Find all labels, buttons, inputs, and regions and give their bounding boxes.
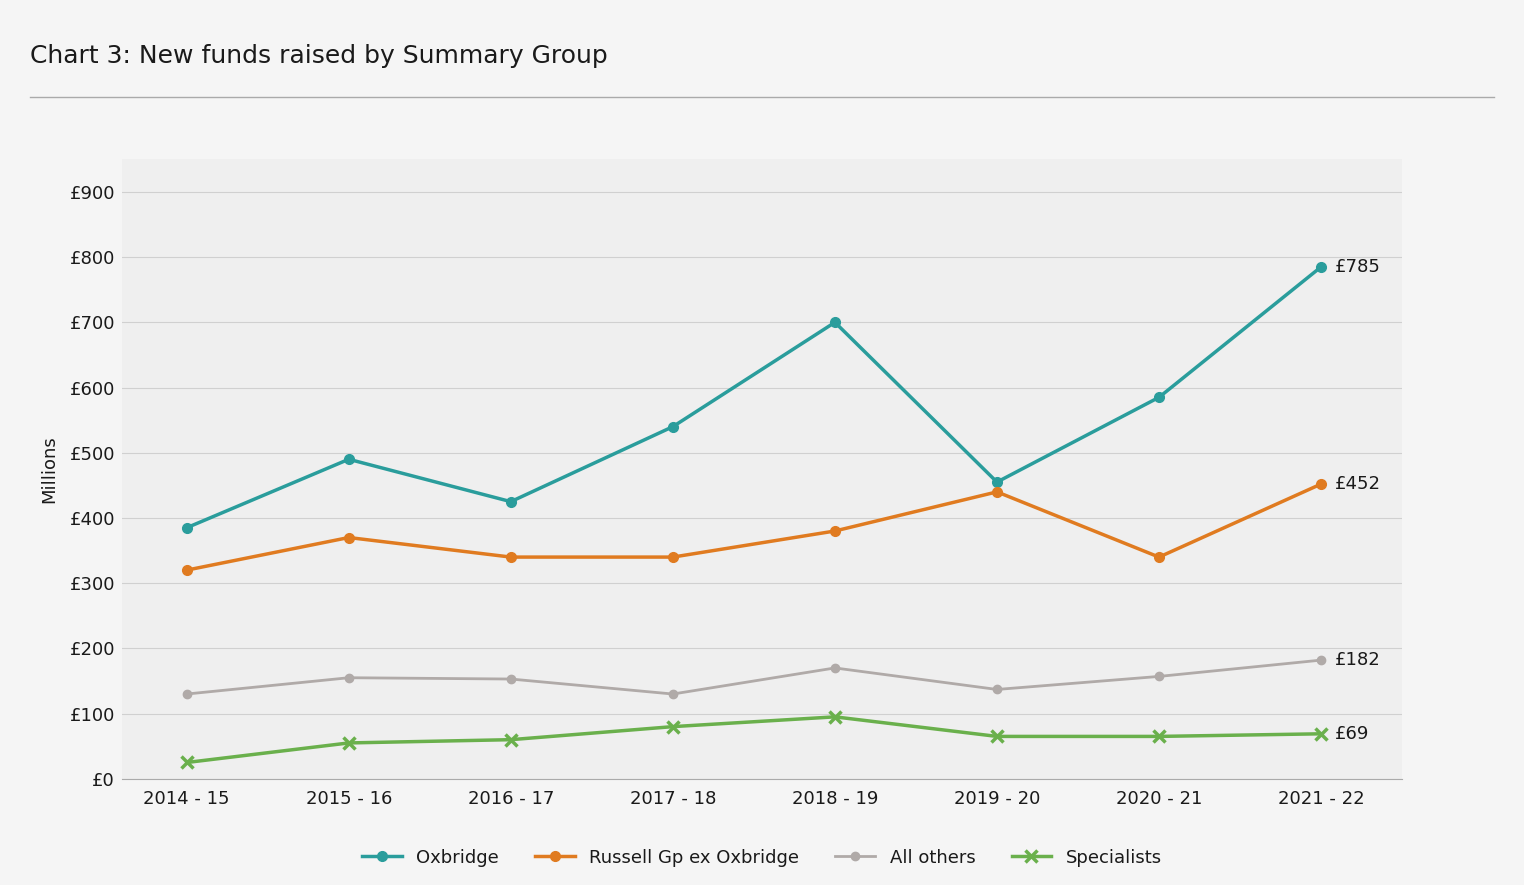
Oxbridge xyxy=(501,496,520,507)
Text: Chart 3: New funds raised by Summary Group: Chart 3: New funds raised by Summary Gro… xyxy=(30,44,608,68)
All others xyxy=(340,673,358,683)
Oxbridge xyxy=(340,454,358,465)
Specialists xyxy=(988,731,1006,742)
Y-axis label: Millions: Millions xyxy=(40,435,58,503)
Oxbridge xyxy=(664,421,683,432)
Line: Oxbridge: Oxbridge xyxy=(181,262,1326,533)
Russell Gp ex Oxbridge xyxy=(664,551,683,562)
Russell Gp ex Oxbridge xyxy=(826,526,844,536)
Text: £785: £785 xyxy=(1335,258,1381,276)
All others xyxy=(178,689,197,699)
Line: Specialists: Specialists xyxy=(180,711,1327,769)
All others xyxy=(988,684,1006,695)
Russell Gp ex Oxbridge xyxy=(340,532,358,543)
Oxbridge xyxy=(1151,392,1169,403)
Oxbridge xyxy=(988,477,1006,488)
Russell Gp ex Oxbridge xyxy=(1151,551,1169,562)
All others xyxy=(664,689,683,699)
Oxbridge xyxy=(1312,262,1330,273)
Text: £452: £452 xyxy=(1335,475,1381,493)
Russell Gp ex Oxbridge xyxy=(1312,479,1330,489)
Text: £182: £182 xyxy=(1335,651,1381,669)
Specialists xyxy=(501,735,520,745)
Specialists xyxy=(1151,731,1169,742)
Russell Gp ex Oxbridge xyxy=(988,487,1006,497)
Specialists xyxy=(340,737,358,748)
Specialists xyxy=(178,758,197,768)
Legend: Oxbridge, Russell Gp ex Oxbridge, All others, Specialists: Oxbridge, Russell Gp ex Oxbridge, All ot… xyxy=(363,849,1161,867)
Oxbridge xyxy=(178,522,197,533)
All others xyxy=(1151,671,1169,681)
Line: All others: All others xyxy=(183,656,1326,698)
All others xyxy=(1312,655,1330,666)
Text: £69: £69 xyxy=(1335,725,1370,743)
Specialists xyxy=(1312,728,1330,739)
Russell Gp ex Oxbridge xyxy=(178,565,197,575)
Russell Gp ex Oxbridge xyxy=(501,551,520,562)
Specialists xyxy=(826,712,844,722)
All others xyxy=(826,663,844,673)
Line: Russell Gp ex Oxbridge: Russell Gp ex Oxbridge xyxy=(181,479,1326,575)
Specialists xyxy=(664,721,683,732)
Oxbridge xyxy=(826,317,844,327)
All others xyxy=(501,673,520,684)
